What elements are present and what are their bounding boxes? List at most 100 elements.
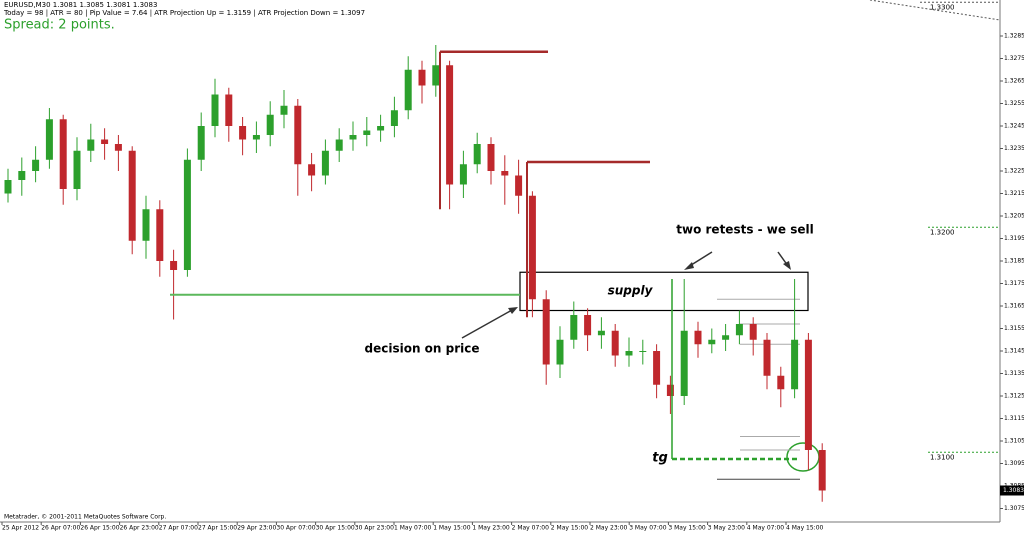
candle-body (59, 119, 67, 189)
candle-body (349, 135, 357, 140)
candle-body (528, 195, 536, 300)
candle-body (584, 315, 592, 336)
y-tick-label: 1.3275 (1004, 55, 1024, 62)
candle-body (694, 330, 702, 345)
candle-body (183, 159, 191, 270)
x-tick-label: 3 May 23:00 (708, 525, 746, 532)
y-tick-label: 1.3125 (1004, 393, 1024, 400)
y-tick-label: 1.3185 (1004, 258, 1024, 265)
round-level-label: 1.3300 (930, 3, 955, 11)
candle-body (170, 261, 178, 270)
candle-body (418, 69, 426, 86)
candle-body (446, 65, 454, 185)
x-tick-label: 30 Apr 23:00 (355, 525, 394, 532)
x-tick-label: 26 Apr 23:00 (120, 525, 159, 532)
candle-body (252, 135, 260, 140)
candle-body (570, 315, 578, 340)
x-tick-label: 27 Apr 07:00 (159, 525, 198, 532)
y-tick-label: 1.3235 (1004, 145, 1024, 152)
round-level-label: 1.3200 (930, 228, 955, 236)
y-tick-label: 1.3225 (1004, 168, 1024, 175)
y-tick-label: 1.3105 (1004, 438, 1024, 445)
candle-body (142, 209, 150, 241)
candle-body (777, 375, 785, 390)
subtitle: Today = 98 | ATR = 80 | Pip Value = 7.64… (3, 9, 365, 17)
candle-body (266, 114, 274, 135)
candle-body (101, 139, 109, 144)
arrow-head (783, 261, 791, 270)
y-tick-label: 1.3265 (1004, 78, 1024, 85)
y-tick-label: 1.3135 (1004, 370, 1024, 377)
candle-body (818, 450, 826, 491)
x-tick-label: 1 May 23:00 (472, 525, 510, 532)
candle-body (156, 209, 164, 261)
y-tick-label: 1.3255 (1004, 100, 1024, 107)
candle-body (363, 130, 371, 135)
last-price-box (1000, 485, 1024, 496)
x-tick-label: 4 May 07:00 (747, 525, 785, 532)
x-tick-label: 2 May 15:00 (551, 525, 589, 532)
candle-body (197, 126, 205, 160)
candle-body (377, 126, 385, 131)
x-tick-label: 27 Apr 15:00 (198, 525, 237, 532)
annotation: decision on price (364, 342, 479, 356)
x-tick-label: 29 Apr 23:00 (237, 525, 276, 532)
y-tick-label: 1.3175 (1004, 280, 1024, 287)
y-tick-label: 1.3285 (1004, 33, 1024, 40)
candle-body (722, 335, 730, 340)
y-tick-label: 1.3195 (1004, 235, 1024, 242)
candle-body (225, 94, 233, 126)
x-tick-label: 25 Apr 2012 (2, 525, 39, 532)
candle-body (211, 94, 219, 126)
candle-body (128, 150, 136, 241)
candle-body (708, 339, 716, 345)
candle-body (280, 105, 288, 115)
y-tick-label: 1.3165 (1004, 303, 1024, 310)
candle-body (87, 139, 95, 151)
x-tick-label: 2 May 23:00 (590, 525, 628, 532)
arrow (461, 309, 513, 339)
candle-body (114, 144, 122, 151)
footer: Metatrader, © 2001-2011 MetaQuotes Softw… (4, 514, 166, 521)
last-price-label: 1.3083 (1003, 487, 1024, 494)
candle-body (749, 324, 757, 340)
candle-body (597, 330, 605, 336)
candle-body (763, 339, 771, 376)
candle-body (501, 171, 509, 176)
candle-body (639, 351, 647, 352)
round-level-label: 1.3100 (930, 453, 955, 461)
x-tick-label: 3 May 15:00 (668, 525, 706, 532)
candle-body (680, 330, 688, 396)
candle-body (804, 339, 812, 450)
candle-body (390, 110, 398, 126)
candle-body (459, 164, 467, 185)
annotation: two retests - we sell (676, 223, 813, 237)
candle-body (335, 139, 343, 151)
candle-body (432, 65, 440, 86)
candle-body (239, 126, 247, 140)
y-tick-label: 1.3075 (1004, 505, 1024, 512)
x-tick-label: 2 May 07:00 (512, 525, 550, 532)
candle-body (73, 150, 81, 189)
trend-line (869, 0, 1001, 21)
candle-body (625, 351, 633, 356)
x-tick-label: 1 May 15:00 (433, 525, 471, 532)
x-tick-label: 30 Apr 07:00 (276, 525, 315, 532)
candle-body (404, 69, 412, 111)
spread: Spread: 2 points. (4, 18, 115, 33)
candle-body (556, 339, 564, 365)
y-tick-label: 1.3095 (1004, 460, 1024, 467)
y-tick-label: 1.3155 (1004, 325, 1024, 332)
candle-body (308, 164, 316, 176)
y-tick-label: 1.3215 (1004, 190, 1024, 197)
annotation: supply (608, 284, 654, 298)
candle-body (45, 119, 53, 160)
x-tick-label: 30 Apr 15:00 (316, 525, 355, 532)
y-tick-label: 1.3205 (1004, 213, 1024, 220)
arrow-head (684, 262, 694, 270)
supply-zone (519, 271, 809, 312)
candle-body (542, 299, 550, 365)
